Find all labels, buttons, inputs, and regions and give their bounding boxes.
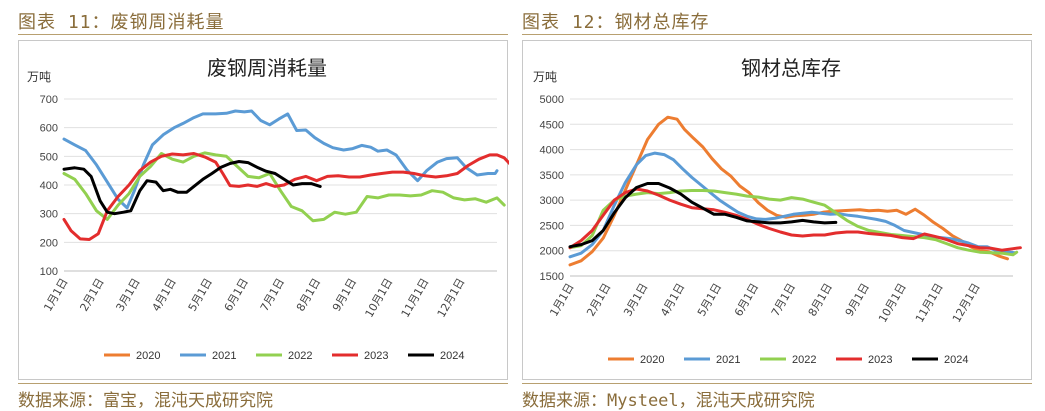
legend-label-2021: 2021 [212, 350, 236, 362]
legend-label-2020: 2020 [640, 354, 664, 366]
right-figure-heading: 图表 12：钢材总库存 [522, 12, 710, 33]
y-tick-label: 600 [40, 123, 58, 135]
x-tick-label: 10月1日 [363, 276, 396, 320]
left-data-source: 数据来源：富宝，混沌天成研究院 [18, 391, 273, 411]
series-line-2024 [62, 160, 322, 216]
left-source-rule [18, 383, 508, 384]
legend-label-2023: 2023 [364, 350, 388, 362]
x-tick-label: 10月1日 [876, 281, 909, 325]
x-tick-label: 3月1日 [621, 281, 650, 319]
series-line-2023 [568, 187, 1022, 252]
right-chart-panel: 钢材总库存万吨 1500 2000 2500 3000 3500 4000 4500 5000 1… [522, 40, 1032, 380]
x-tick-label: 7月1日 [769, 281, 798, 319]
y-tick-label: 5000 [540, 94, 564, 106]
x-tick-label: 1月1日 [547, 281, 576, 319]
series-line-2022 [62, 151, 506, 223]
legend-label-2024: 2024 [944, 354, 968, 366]
x-tick-label: 6月1日 [222, 276, 251, 314]
legend-label-2022: 2022 [288, 350, 312, 362]
left-figure-heading: 图表 11：废钢周消耗量 [18, 12, 225, 33]
x-tick-label: 8月1日 [294, 276, 323, 314]
y-unit-label: 万吨 [27, 70, 51, 84]
y-tick-label: 300 [40, 209, 58, 221]
x-tick-label: 12月1日 [950, 281, 983, 325]
x-tick-label: 4月1日 [150, 276, 179, 314]
right-heading-rule [522, 34, 1032, 35]
y-tick-label: 400 [40, 180, 58, 192]
y-tick-label: 500 [40, 151, 58, 163]
x-tick-label: 12月1日 [435, 276, 468, 320]
legend-label-2020: 2020 [136, 350, 160, 362]
y-unit-label: 万吨 [533, 70, 557, 84]
x-tick-label: 2月1日 [584, 281, 613, 319]
y-tick-label: 4500 [540, 119, 564, 131]
chart-title: 钢材总库存 [741, 56, 841, 80]
y-tick-label: 3500 [540, 170, 564, 182]
x-tick-label: 7月1日 [258, 276, 287, 314]
x-tick-label: 5月1日 [695, 281, 724, 319]
x-tick-label: 4月1日 [658, 281, 687, 319]
chart-title: 废钢周消耗量 [207, 56, 327, 80]
left-chart-panel: 废钢周消耗量万吨 100 200 300 400 500 600 700 1月1日 2月1日 3月1… [18, 40, 509, 380]
y-tick-label: 4000 [540, 145, 564, 157]
series-line-2020 [568, 115, 1009, 267]
y-tick-label: 100 [40, 266, 58, 278]
series-line-2022 [568, 189, 1019, 257]
y-tick-label: 700 [40, 94, 58, 106]
x-tick-label: 1月1日 [41, 276, 70, 314]
series-line-2023 [62, 152, 509, 241]
y-tick-label: 2500 [540, 220, 564, 232]
x-tick-label: 9月1日 [843, 281, 872, 319]
x-tick-label: 5月1日 [186, 276, 215, 314]
x-tick-label: 11月1日 [399, 276, 432, 320]
x-tick-label: 9月1日 [330, 276, 359, 314]
series-line-2024 [568, 182, 838, 249]
series-line-2021 [62, 109, 499, 210]
legend-label-2024: 2024 [440, 350, 464, 362]
y-tick-label: 1500 [540, 271, 564, 283]
right-data-source: 数据来源：Mysteel，混沌天成研究院 [522, 391, 815, 411]
legend-label-2022: 2022 [792, 354, 816, 366]
x-tick-label: 2月1日 [77, 276, 106, 314]
y-tick-label: 2000 [540, 246, 564, 258]
x-tick-label: 3月1日 [114, 276, 143, 314]
y-tick-label: 3000 [540, 195, 564, 207]
y-tick-label: 200 [40, 237, 58, 249]
right-source-rule [522, 383, 1032, 384]
legend-label-2021: 2021 [716, 354, 740, 366]
legend-label-2023: 2023 [868, 354, 892, 366]
left-heading-rule [18, 34, 508, 35]
x-tick-label: 11月1日 [913, 281, 946, 325]
x-tick-label: 8月1日 [806, 281, 835, 319]
x-tick-label: 6月1日 [732, 281, 761, 319]
